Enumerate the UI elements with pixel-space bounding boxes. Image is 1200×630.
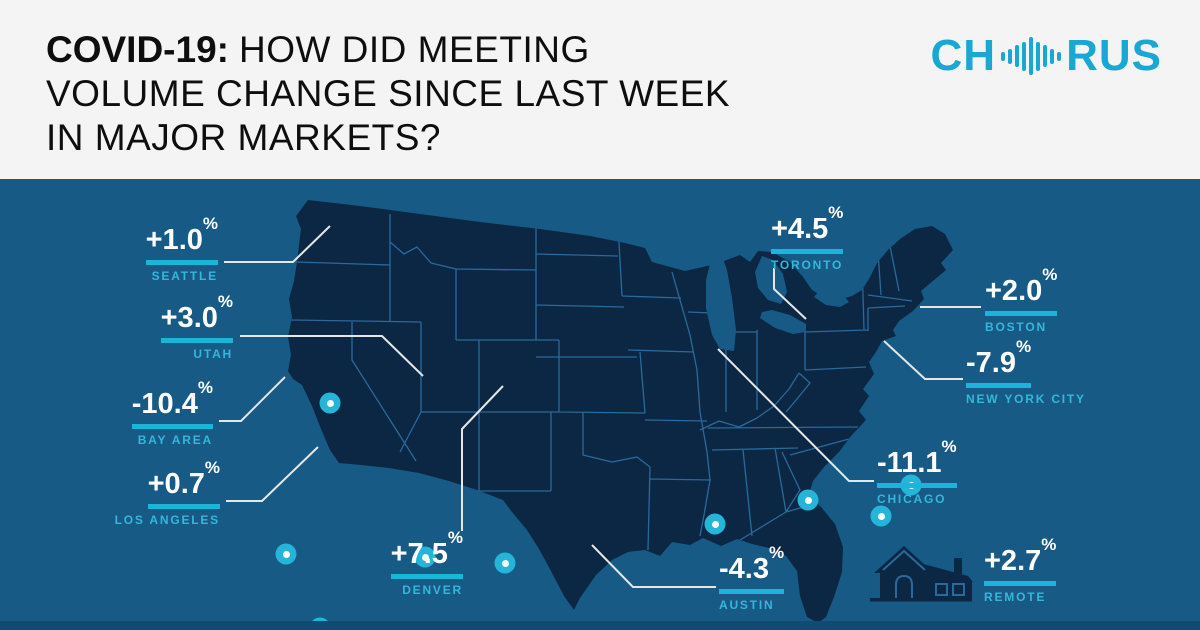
underline-bar xyxy=(771,249,844,254)
leader-bay-area xyxy=(219,376,286,422)
us-map xyxy=(219,200,981,623)
market-change: +2.0% xyxy=(985,265,1058,307)
market-name: BOSTON xyxy=(985,320,1047,334)
market-label-bay-area: -10.4% BAY AREA xyxy=(131,378,213,447)
underline-bar xyxy=(160,338,233,343)
market-label-utah: +3.0% UTAH xyxy=(160,292,233,361)
lake-ontario xyxy=(814,291,849,307)
market-label-austin: -4.3% AUSTIN xyxy=(719,543,785,612)
market-name: CHICAGO xyxy=(877,492,947,506)
house-icon xyxy=(870,546,973,602)
map-marker-seattle xyxy=(319,392,341,414)
lake-superior xyxy=(638,232,752,265)
underline-bar xyxy=(145,260,218,265)
market-change: -4.3% xyxy=(719,543,785,585)
market-name: UTAH xyxy=(193,347,233,361)
sound-wave-icon xyxy=(1001,37,1062,75)
market-label-new-york-city: -7.9% NEW YORK CITY xyxy=(966,337,1084,406)
underline-bar xyxy=(131,424,213,429)
underline-bar xyxy=(147,504,220,509)
market-change: -10.4% xyxy=(131,378,213,420)
underline-bar xyxy=(719,589,785,594)
logo-text-left: CH xyxy=(930,31,997,80)
header: COVID-19: HOW DID MEETING VOLUME CHANGE S… xyxy=(0,0,1200,179)
market-label-boston: +2.0% BOSTON xyxy=(985,265,1058,334)
market-label-chicago: -11.1% CHICAGO xyxy=(877,437,957,506)
market-change: +4.5% xyxy=(771,203,844,245)
leader-utah xyxy=(240,335,424,377)
market-label-denver: +7.5% DENVER xyxy=(390,528,463,597)
market-change: +1.0% xyxy=(145,214,218,256)
map-marker-chicago xyxy=(704,513,726,535)
underline-bar xyxy=(390,574,463,579)
bottom-accent-band xyxy=(0,621,1200,630)
lake-michigan xyxy=(706,256,736,351)
market-name: NEW YORK CITY xyxy=(966,392,1086,406)
market-label-toronto: +4.5% TORONTO xyxy=(771,203,844,272)
leader-lines xyxy=(219,225,981,588)
title-line-2: VOLUME CHANGE SINCE LAST WEEK xyxy=(46,73,731,114)
underline-bar xyxy=(984,581,1057,586)
market-name: AUSTIN xyxy=(719,598,775,612)
leader-chicago xyxy=(717,348,874,482)
market-name: TORONTO xyxy=(771,258,844,272)
market-name: REMOTE xyxy=(984,590,1047,604)
title-line-1: COVID-19: HOW DID MEETING xyxy=(46,28,730,72)
lake-huron xyxy=(755,256,787,304)
map-area xyxy=(0,179,1200,630)
market-change: +0.7% xyxy=(147,458,220,500)
leader-los-angeles xyxy=(226,446,319,502)
state-borders xyxy=(290,214,913,551)
underline-bar xyxy=(985,311,1058,316)
leader-denver xyxy=(461,385,504,531)
market-label-los-angeles: +0.7% LOS ANGELES xyxy=(115,458,220,527)
market-name: SEATTLE xyxy=(151,269,218,283)
market-label-remote: +2.7% REMOTE xyxy=(984,535,1057,604)
map-marker-bay-area xyxy=(275,543,297,565)
market-name: LOS ANGELES xyxy=(114,513,220,527)
great-lakes xyxy=(638,232,849,351)
map-marker-new-york-city xyxy=(870,505,892,527)
title-line-3: IN MAJOR MARKETS? xyxy=(46,117,441,158)
map-marker-toronto xyxy=(797,489,819,511)
map-marker-utah xyxy=(414,546,436,568)
market-name: DENVER xyxy=(402,583,463,597)
market-change: +7.5% xyxy=(390,528,463,570)
logo-text-right: RUS xyxy=(1066,31,1162,80)
title-keyword: COVID-19: xyxy=(46,29,229,70)
leader-austin xyxy=(591,544,716,588)
market-change: -7.9% xyxy=(966,337,1032,379)
chorus-logo: CH RUS xyxy=(930,31,1162,80)
title-line-1-rest: HOW DID MEETING xyxy=(238,29,590,70)
leader-seattle xyxy=(224,225,331,263)
page-title: COVID-19: HOW DID MEETING VOLUME CHANGE S… xyxy=(46,28,730,160)
lake-erie xyxy=(760,310,806,334)
market-change: +2.7% xyxy=(984,535,1057,577)
leader-toronto xyxy=(773,268,807,320)
market-name: BAY AREA xyxy=(137,433,213,447)
map-marker-denver xyxy=(494,552,516,574)
underline-bar xyxy=(877,483,957,488)
market-change: +3.0% xyxy=(160,292,233,334)
market-change: -11.1% xyxy=(877,437,957,479)
leader-new-york-city xyxy=(883,340,963,380)
market-label-seattle: +1.0% SEATTLE xyxy=(145,214,218,283)
underline-bar xyxy=(966,383,1032,388)
